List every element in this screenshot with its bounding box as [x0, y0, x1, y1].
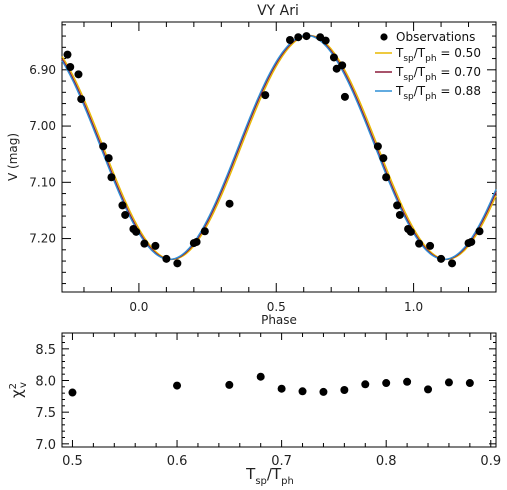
top-x-tick-label: 1.0 — [404, 300, 423, 314]
observation-point — [338, 61, 347, 70]
observation-point — [74, 70, 83, 79]
chi-square-point — [444, 378, 453, 387]
observation-point — [448, 259, 457, 268]
observation-point — [261, 91, 270, 100]
observation-point — [302, 32, 311, 41]
top-x-tick-label: 0.5 — [267, 300, 286, 314]
observation-point — [121, 210, 130, 219]
top-x-tick-label: 0.0 — [129, 300, 148, 314]
model-curve-line — [61, 34, 497, 261]
observation-point — [382, 173, 391, 182]
chi-square-point — [361, 380, 370, 389]
top-y-tick-label: 7.20 — [29, 232, 56, 246]
observation-point — [395, 210, 404, 219]
bottom-x-tick-label: 0.8 — [376, 454, 397, 469]
chi-square-point — [277, 384, 286, 393]
top-axis-ticks: 0.0 0.5 1.0 6.90 7.00 7.10 7.20 — [29, 22, 497, 314]
chart-title: VY Ari — [257, 3, 299, 19]
top-y-tick-label: 7.10 — [29, 175, 56, 189]
top-y-tick-label: 6.90 — [29, 63, 56, 77]
observation-point — [329, 53, 338, 62]
observation-point — [393, 201, 402, 210]
observation-point — [77, 95, 86, 104]
chi-square-point — [319, 387, 328, 396]
observation-point — [426, 241, 435, 250]
observation-points — [63, 32, 484, 268]
bottom-x-tick-label: 0.6 — [167, 454, 188, 469]
bottom-y-tick-label: 7.5 — [35, 406, 56, 421]
model-curve-line — [61, 34, 497, 261]
chi-square-panel: 0.5 0.6 0.7 0.8 0.9 7.0 7.5 8.0 8.5 — [35, 332, 501, 469]
y-axis-label: V (mag) — [6, 133, 20, 181]
chi-square-points — [68, 372, 474, 397]
observation-point — [63, 50, 72, 59]
observation-point — [192, 237, 201, 246]
legend: Observations Tsp/Tph = 0.50 Tsp/Tph = 0.… — [375, 30, 481, 102]
observation-point — [104, 154, 113, 163]
chi-square-point — [256, 372, 265, 381]
observation-point — [99, 142, 108, 151]
chi-square-point — [173, 381, 182, 390]
legend-label-088: Tsp/Tph = 0.88 — [395, 84, 481, 102]
observation-point — [107, 173, 116, 182]
observation-point — [132, 227, 141, 236]
observation-point — [162, 254, 171, 263]
observation-point — [406, 227, 415, 236]
observation-point — [340, 92, 349, 101]
bottom-y-tick-label: 8.0 — [35, 375, 56, 390]
model-curves — [61, 34, 497, 261]
chi-square-point — [225, 380, 234, 389]
observation-point — [66, 63, 75, 71]
legend-label-070: Tsp/Tph = 0.70 — [395, 65, 481, 83]
chi-square-point — [465, 379, 474, 388]
observation-point — [200, 227, 209, 236]
chi-square-point — [68, 388, 77, 397]
observation-point — [415, 239, 424, 248]
bottom-plot-frame — [61, 332, 497, 448]
chi-square-point — [298, 387, 307, 396]
bottom-y-tick-label: 7.0 — [35, 438, 56, 453]
bottom-x-tick-label: 0.5 — [62, 454, 83, 469]
top-y-tick-label: 7.00 — [29, 119, 56, 133]
observation-point — [151, 241, 160, 250]
bottom-y-tick-label: 8.5 — [35, 343, 56, 358]
legend-observations-marker — [380, 33, 388, 41]
observation-point — [321, 36, 330, 45]
observation-point — [140, 239, 149, 248]
observation-point — [118, 201, 127, 210]
observation-point — [225, 199, 234, 208]
chi-square-point — [403, 377, 412, 386]
chi-square-point — [382, 379, 391, 388]
bottom-x-tick-label: 0.7 — [271, 454, 292, 469]
x-axis-label: Phase — [261, 313, 297, 327]
bottom-axis-ticks: 0.5 0.6 0.7 0.8 0.9 7.0 7.5 8.0 8.5 — [35, 333, 501, 469]
legend-observations-label: Observations — [396, 30, 475, 44]
observation-point — [379, 154, 388, 163]
bottom-x-axis-label: Tsp/Tph — [245, 465, 294, 487]
light-curve-panel: 0.0 0.5 1.0 6.90 7.00 7.10 7.20 — [29, 21, 497, 314]
bottom-x-tick-label: 0.9 — [480, 454, 501, 469]
observation-point — [475, 227, 484, 236]
observation-point — [285, 36, 294, 44]
bottom-y-axis-label: χ2v — [8, 382, 29, 398]
observation-point — [373, 142, 382, 151]
observation-point — [294, 33, 303, 42]
observation-point — [467, 237, 476, 246]
chi-square-point — [424, 385, 433, 394]
legend-label-050: Tsp/Tph = 0.50 — [395, 46, 481, 64]
top-plot-frame — [61, 21, 497, 293]
chi-square-point — [340, 386, 349, 394]
observation-point — [173, 259, 182, 268]
model-curve-line — [61, 34, 497, 261]
observation-point — [437, 254, 446, 263]
